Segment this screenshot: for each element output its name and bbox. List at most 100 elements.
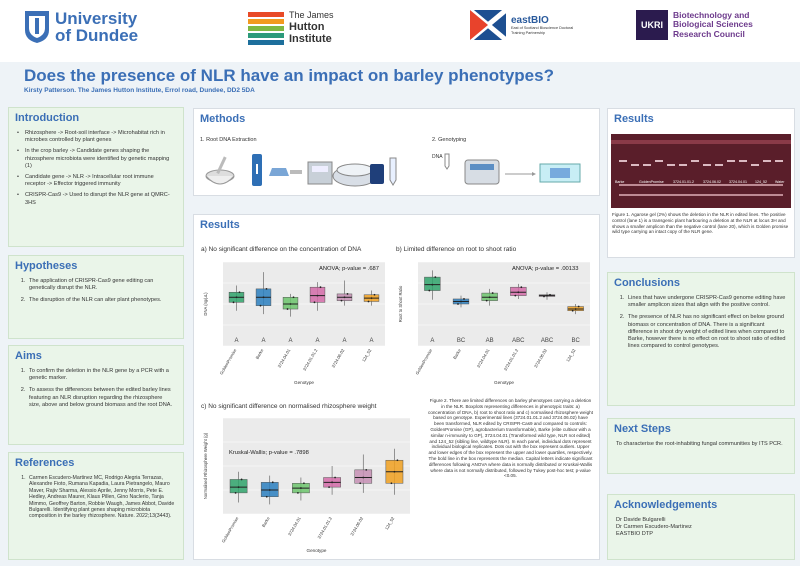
bbsrc-line3: Research Council	[673, 28, 745, 39]
chart-b-title: b) Limited difference on root to shoot r…	[396, 246, 517, 253]
gel-tank-icon	[539, 163, 581, 183]
data-point	[265, 495, 268, 498]
tick-label: 3724.06.02	[533, 347, 548, 368]
figure-2-caption: Figure 2. There are limited differences …	[428, 398, 593, 479]
pcr-tube-icon	[444, 153, 450, 170]
data-point	[390, 482, 393, 485]
poster-title: Does the presence of NLR have an impact …	[24, 66, 554, 85]
x-axis-label: Genotype	[294, 380, 314, 385]
stat-label: ANOVA; p-value = .687	[319, 266, 379, 272]
introduction-list: Rhizosphere -> Root-soil interface -> Mi…	[17, 130, 175, 207]
y-axis-label: Root to Shoot Ratio	[398, 285, 403, 322]
data-point	[331, 481, 333, 484]
y-axis-label: Normalised Rhizosphere Weight (g)	[203, 432, 208, 499]
uod-logo: University of Dundee	[24, 10, 138, 44]
hutton-stripes-icon	[248, 12, 284, 45]
methods-illustrations: DNA	[205, 153, 581, 187]
uod-line2: of Dundee	[55, 26, 139, 45]
heating-block-icon	[307, 161, 333, 185]
header: University of Dundee The James Hutton In…	[0, 0, 800, 62]
data-point	[463, 298, 465, 300]
introduction-heading: Introduction	[15, 112, 80, 124]
data-point	[491, 292, 494, 294]
hutton-line3: Institute	[289, 32, 332, 45]
introduction-item: In the crop barley -> Candidate genes sh…	[17, 148, 175, 170]
data-point	[460, 300, 462, 303]
bbsrc-line2: Biological Sciences	[673, 19, 753, 30]
data-point	[346, 293, 349, 295]
data-point	[238, 291, 241, 294]
data-point	[235, 296, 238, 299]
tick-label: Barke	[452, 347, 462, 360]
hypothesis-item: The application of CRISPR-Cas9 gene edit…	[27, 278, 175, 292]
data-point	[485, 299, 488, 302]
stat-label: Kruskal-Wallis; p-value = .7898	[229, 450, 309, 456]
significance-letter: A	[288, 338, 292, 344]
introduction-item: Candidate gene -> NLR -> Intracellular r…	[17, 174, 175, 188]
conclusions-panel: Conclusions Lines that have undergone CR…	[607, 272, 795, 406]
conclusions-heading: Conclusions	[614, 277, 681, 289]
data-point	[577, 305, 580, 308]
data-point	[234, 491, 237, 494]
x-axis-label: Genotype	[307, 548, 327, 553]
significance-letter: A	[430, 338, 434, 344]
centrifuge-icon	[332, 163, 378, 187]
poster-subtitle: Kirsty Patterson. The James Hutton Insti…	[24, 87, 255, 94]
data-point	[334, 476, 336, 479]
tick-label: Barke	[261, 515, 271, 528]
data-point	[286, 308, 289, 310]
data-point	[365, 468, 368, 471]
aims-panel: Aims To confirm the deletion in the NLR …	[8, 345, 184, 445]
data-point	[428, 289, 431, 292]
hypotheses-heading: Hypotheses	[15, 260, 78, 272]
data-point	[303, 482, 305, 485]
aim-item: To assess the differences between the ed…	[27, 387, 175, 409]
acknowledgement-line: Dr Carmen Escudero-Martinez	[616, 524, 692, 531]
results-side-heading: Results	[614, 113, 654, 125]
thermocycler-icon	[464, 159, 500, 185]
uod-crest-icon	[25, 11, 49, 43]
tick-label: 3724.01.01.2	[316, 515, 333, 539]
conclusions-list: Lines that have undergone CRISPR-Cas9 ge…	[616, 295, 786, 350]
hutton-line2: Hutton	[289, 20, 325, 33]
uod-line1: University	[55, 9, 138, 28]
significance-letter: ABC	[541, 338, 554, 344]
tick-label: 124_52	[565, 347, 577, 362]
mortar-pestle-icon	[205, 156, 235, 185]
tick-label: 124_52	[361, 347, 373, 362]
box	[354, 469, 373, 484]
introduction-item: CRISPR-Cas9 -> Used to disrupt the NLR g…	[17, 192, 175, 206]
hypotheses-panel: Hypotheses The application of CRISPR-Cas…	[8, 255, 184, 339]
gel-lane-label: Barke	[615, 180, 625, 184]
gel-lane-label: 3724.04.01	[729, 180, 747, 184]
tick-label: GoldenPromise	[219, 347, 238, 375]
references-list: Carmen Escudero-Martinez MC, Rodrigo Ale…	[17, 475, 175, 520]
data-point	[271, 481, 274, 484]
chart-b: GoldenPromise A Barke BC 3724.04.01 AB 3724.01…	[398, 261, 590, 385]
data-point	[300, 487, 302, 489]
aims-heading: Aims	[15, 350, 42, 362]
gel-lane-label: 3724.01.01.2	[673, 180, 694, 184]
agarose-gel-image: Barke GoldenPromise 3724.01.01.2 3724.06…	[611, 134, 791, 208]
data-point	[393, 470, 396, 473]
data-point	[359, 482, 362, 485]
tick-label: 3724.06.02	[349, 515, 364, 536]
tube-icon	[389, 157, 397, 186]
gel-lane-label: GoldenPromise	[639, 180, 664, 184]
gel-lane-label: 3724.06.02	[703, 180, 721, 184]
method-step-2: 2. Genotyping	[432, 137, 467, 143]
acknowledgement-line: EASTBIO DTP	[616, 531, 653, 538]
data-point	[297, 491, 299, 494]
data-point	[546, 294, 548, 297]
chart-c-title: c) No significant difference on normalis…	[201, 403, 377, 410]
eastbio-logo: eastBIO East of Scotland Bioscience Doct…	[470, 10, 581, 40]
data-point	[571, 309, 574, 312]
data-point	[340, 299, 343, 302]
results-main-heading: Results	[200, 219, 240, 231]
next-steps-heading: Next Steps	[614, 423, 671, 435]
acknowledgement-line: Dr Davide Bulgarelli	[616, 517, 666, 523]
tube-rack-icon	[252, 154, 262, 186]
tick-label: Barke	[255, 347, 265, 360]
data-point	[367, 300, 370, 303]
x-axis-label: Genotype	[494, 380, 514, 385]
